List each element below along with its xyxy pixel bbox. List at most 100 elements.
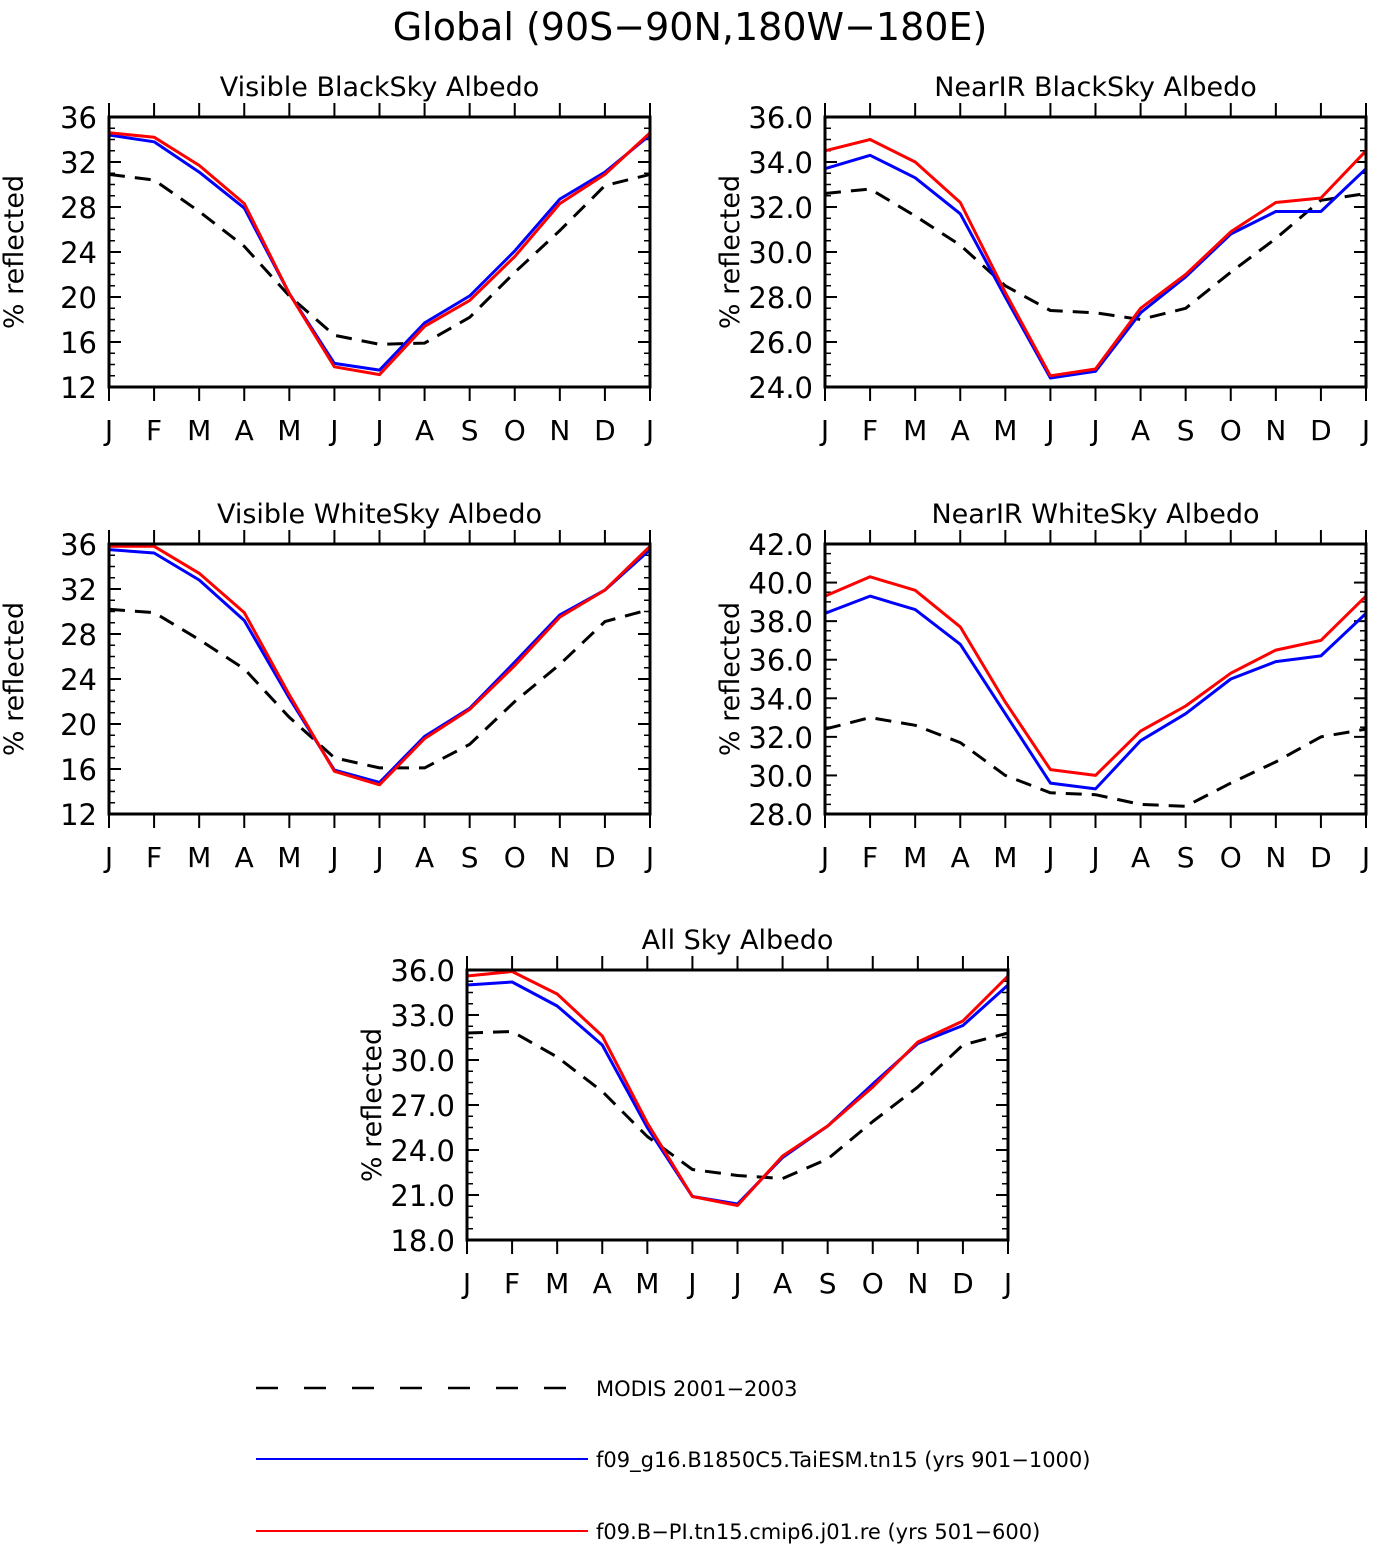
x-tick-label: A	[951, 841, 970, 874]
panel-2: NearIR BlackSky Albedo % reflected 24.0 26.…	[715, 72, 1370, 447]
x-tick-label: N	[549, 841, 570, 874]
series-line-1	[108, 172, 651, 346]
x-tick-label: M	[635, 1267, 659, 1300]
x-tick-label: M	[187, 414, 211, 447]
x-tick-label: S	[461, 841, 479, 874]
series-line-2	[466, 980, 1010, 1206]
y-tick-label: 42.0	[748, 528, 813, 562]
panels-group: Visible BlackSky Albedo % reflected 12 16 20…	[0, 72, 1370, 1300]
plot-frame	[465, 968, 1010, 1242]
y-tick-label: 24.0	[748, 371, 813, 405]
x-tick-label: O	[1220, 414, 1242, 447]
x-tick-label: D	[952, 1267, 974, 1300]
x-tick-label: F	[146, 414, 162, 447]
y-tick-label: 34.0	[748, 682, 813, 716]
y-tick-label: 40.0	[748, 567, 813, 601]
x-tick-label: A	[235, 414, 254, 447]
panel-title: All Sky Albedo	[642, 925, 834, 956]
y-tick-label: 36	[60, 101, 97, 135]
x-tick-label: A	[1131, 414, 1150, 447]
x-tick-label: A	[951, 414, 970, 447]
series-line-3	[466, 970, 1010, 1207]
x-tick-label: D	[594, 841, 616, 874]
x-tick-label: F	[862, 414, 878, 447]
x-tick-label: M	[993, 841, 1017, 874]
y-tick-label: 30.0	[748, 759, 813, 793]
plot-frame	[823, 115, 1368, 389]
x-tick-label: D	[594, 414, 616, 447]
y-axis-label: % reflected	[0, 602, 30, 756]
x-tick-label: N	[1265, 414, 1286, 447]
x-tick-label: D	[1310, 841, 1332, 874]
x-tick-label: D	[1310, 414, 1332, 447]
series-line-1	[466, 1030, 1009, 1180]
panel-3: Visible WhiteSky Albedo % reflected 12 16 20…	[0, 499, 654, 874]
x-tick-label: N	[549, 414, 570, 447]
y-tick-label: 36	[60, 528, 97, 562]
y-tick-label: 28.0	[748, 798, 813, 832]
series-line-2	[108, 548, 652, 784]
panel-title: Visible BlackSky Albedo	[220, 72, 540, 103]
legend-label-1: MODIS 2001−2003	[596, 1377, 798, 1401]
y-tick-label: 32	[60, 146, 97, 180]
y-axis-label: % reflected	[715, 175, 746, 329]
x-tick-label: A	[415, 414, 434, 447]
x-tick-label: M	[993, 414, 1017, 447]
y-tick-label: 38.0	[748, 605, 813, 639]
x-tick-label: S	[461, 414, 479, 447]
x-tick-label: J	[1089, 414, 1099, 447]
series-line-3	[824, 138, 1368, 378]
plot-frame	[107, 115, 652, 389]
y-axis-label: % reflected	[357, 1028, 388, 1182]
series-line-2	[824, 153, 1368, 380]
x-tick-label: J	[103, 414, 113, 447]
y-tick-label: 27.0	[390, 1089, 455, 1123]
y-tick-label: 24	[60, 236, 97, 270]
x-tick-label: O	[504, 414, 526, 447]
plot-frame	[823, 542, 1368, 816]
x-tick-label: S	[819, 1267, 837, 1300]
y-tick-label: 28.0	[748, 281, 813, 315]
x-tick-label: M	[903, 841, 927, 874]
y-tick-label: 32.0	[748, 721, 813, 755]
x-tick-label: J	[1002, 1267, 1012, 1300]
series-line-2	[824, 594, 1368, 791]
panel-title: NearIR WhiteSky Albedo	[931, 499, 1259, 530]
x-tick-label: J	[731, 1267, 741, 1300]
y-tick-label: 33.0	[390, 999, 455, 1033]
panel-title: Visible WhiteSky Albedo	[217, 499, 542, 530]
y-tick-label: 30.0	[748, 236, 813, 270]
x-tick-label: J	[819, 414, 829, 447]
legend-label-3: f09.B−PI.tn15.cmip6.j01.re (yrs 501−600)	[596, 1520, 1040, 1544]
y-tick-label: 32.0	[748, 191, 813, 225]
y-tick-label: 30.0	[390, 1044, 455, 1078]
x-tick-label: M	[545, 1267, 569, 1300]
x-tick-label: S	[1177, 841, 1195, 874]
x-tick-label: F	[146, 841, 162, 874]
y-axis-label: % reflected	[715, 602, 746, 756]
x-tick-label: J	[373, 414, 383, 447]
x-tick-label: J	[328, 414, 338, 447]
y-tick-label: 36.0	[748, 101, 813, 135]
x-tick-label: O	[504, 841, 526, 874]
x-tick-label: A	[773, 1267, 792, 1300]
y-tick-label: 21.0	[390, 1179, 455, 1213]
y-tick-label: 18.0	[390, 1224, 455, 1258]
x-tick-label: M	[903, 414, 927, 447]
x-tick-label: F	[504, 1267, 520, 1300]
x-tick-label: A	[593, 1267, 612, 1300]
y-tick-label: 24	[60, 663, 97, 697]
panel-5: All Sky Albedo % reflected 18.0 21.0 24.0 27.…	[357, 925, 1012, 1300]
panel-title: NearIR BlackSky Albedo	[934, 72, 1257, 103]
x-tick-label: J	[819, 841, 829, 874]
x-tick-label: J	[1360, 414, 1370, 447]
y-axis-label: % reflected	[0, 175, 30, 329]
x-tick-label: F	[862, 841, 878, 874]
x-tick-label: M	[277, 414, 301, 447]
x-tick-label: J	[373, 841, 383, 874]
y-tick-label: 20	[60, 281, 97, 315]
x-tick-label: J	[461, 1267, 471, 1300]
y-tick-label: 32	[60, 573, 97, 607]
y-tick-label: 34.0	[748, 146, 813, 180]
